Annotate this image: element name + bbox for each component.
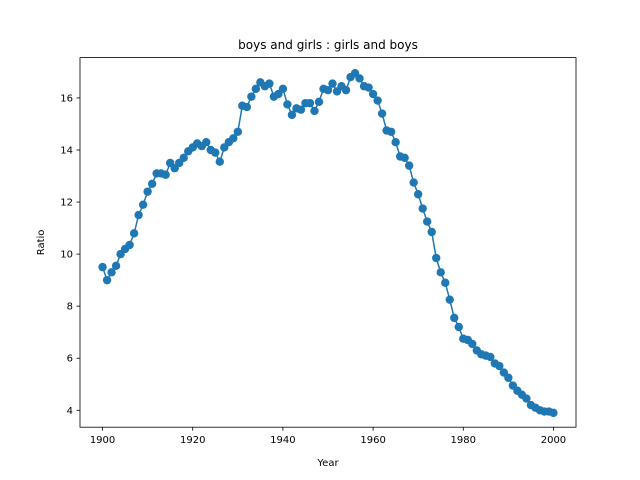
x-tick-label: 1900 <box>90 435 115 446</box>
data-point <box>283 100 292 109</box>
y-tick-label: 12 <box>60 198 73 209</box>
data-point <box>468 339 477 349</box>
data-point <box>341 85 351 95</box>
x-tick-label: 1960 <box>360 435 385 446</box>
data-point <box>102 275 112 285</box>
data-point <box>278 84 288 94</box>
data-point <box>373 96 382 105</box>
y-tick-label: 10 <box>60 250 73 261</box>
data-point <box>215 157 224 166</box>
data-point <box>138 200 148 209</box>
data-point <box>400 153 409 163</box>
data-point <box>323 85 333 95</box>
data-point <box>202 137 211 147</box>
y-tick-label: 8 <box>67 302 73 313</box>
data-point <box>107 268 116 277</box>
data-point <box>242 102 252 112</box>
data-point <box>377 109 387 118</box>
data-point <box>432 253 441 263</box>
data-point <box>229 134 238 143</box>
data-point <box>445 295 454 304</box>
data-point <box>495 361 504 371</box>
y-tick-label: 4 <box>67 406 73 417</box>
x-tick-label: 1940 <box>270 435 295 446</box>
data-point <box>265 79 274 88</box>
data-point <box>98 262 107 272</box>
data-point <box>427 227 436 237</box>
data-point <box>436 268 445 277</box>
data-point <box>391 137 400 147</box>
data-point <box>404 161 414 170</box>
data-point <box>504 373 513 382</box>
data-point <box>296 105 306 114</box>
data-point <box>161 170 170 179</box>
y-axis-label: Ratio <box>36 230 47 256</box>
data-point <box>355 74 364 83</box>
data-point <box>251 84 261 94</box>
data-point <box>441 278 450 287</box>
data-point <box>287 110 297 120</box>
data-point <box>423 217 432 226</box>
y-tick-label: 14 <box>60 146 73 157</box>
x-tick-label: 1980 <box>451 435 476 446</box>
data-point <box>129 229 139 238</box>
data-point <box>450 313 459 323</box>
x-tick-label: 2000 <box>541 435 566 446</box>
data-point <box>486 352 495 362</box>
data-point <box>310 106 319 116</box>
data-point <box>247 92 256 101</box>
x-axis-ticks: 1900 1920 1940 1960 1980 2000 <box>90 427 566 446</box>
y-tick-label: 16 <box>60 93 73 104</box>
plot-content <box>98 69 558 418</box>
data-point <box>328 79 337 88</box>
data-point <box>522 394 531 403</box>
data-point <box>147 179 157 189</box>
y-tick-label: 6 <box>67 354 73 365</box>
x-axis-label: Year <box>316 458 339 469</box>
data-point <box>413 190 423 199</box>
data-point <box>368 89 378 99</box>
data-point <box>143 187 152 196</box>
data-point <box>111 261 121 271</box>
data-point <box>549 408 558 418</box>
data-point <box>314 97 324 107</box>
chart-title: boys and girls : girls and boys <box>238 38 418 52</box>
data-point <box>409 178 418 187</box>
data-point <box>364 83 373 92</box>
data-point <box>211 148 220 157</box>
data-point <box>386 127 396 136</box>
data-point <box>305 98 315 108</box>
plot-frame <box>79 57 577 428</box>
data-point <box>418 204 427 213</box>
y-axis-ticks: 4 6 8 10 12 14 16 <box>60 93 80 417</box>
data-point <box>125 240 134 250</box>
data-point <box>134 210 143 220</box>
data-point <box>454 322 463 332</box>
x-tick-label: 1920 <box>180 435 205 446</box>
data-point <box>233 127 243 136</box>
data-point <box>179 153 188 163</box>
